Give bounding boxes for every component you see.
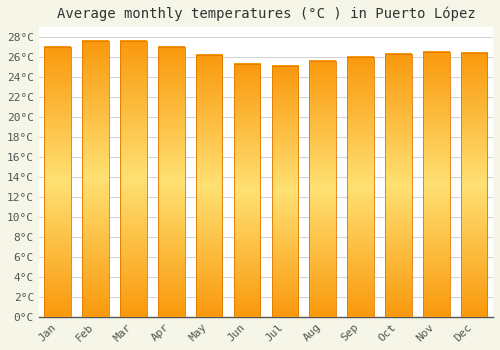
Bar bbox=[310, 61, 336, 317]
Bar bbox=[44, 47, 71, 317]
Bar bbox=[234, 64, 260, 317]
Bar bbox=[385, 54, 411, 317]
Bar bbox=[82, 41, 109, 317]
Bar bbox=[272, 66, 298, 317]
Bar bbox=[196, 55, 222, 317]
Bar bbox=[120, 41, 146, 317]
Bar bbox=[348, 57, 374, 317]
Title: Average monthly temperatures (°C ) in Puerto López: Average monthly temperatures (°C ) in Pu… bbox=[56, 7, 476, 21]
Bar bbox=[423, 52, 450, 317]
Bar bbox=[158, 47, 184, 317]
Bar bbox=[461, 53, 487, 317]
